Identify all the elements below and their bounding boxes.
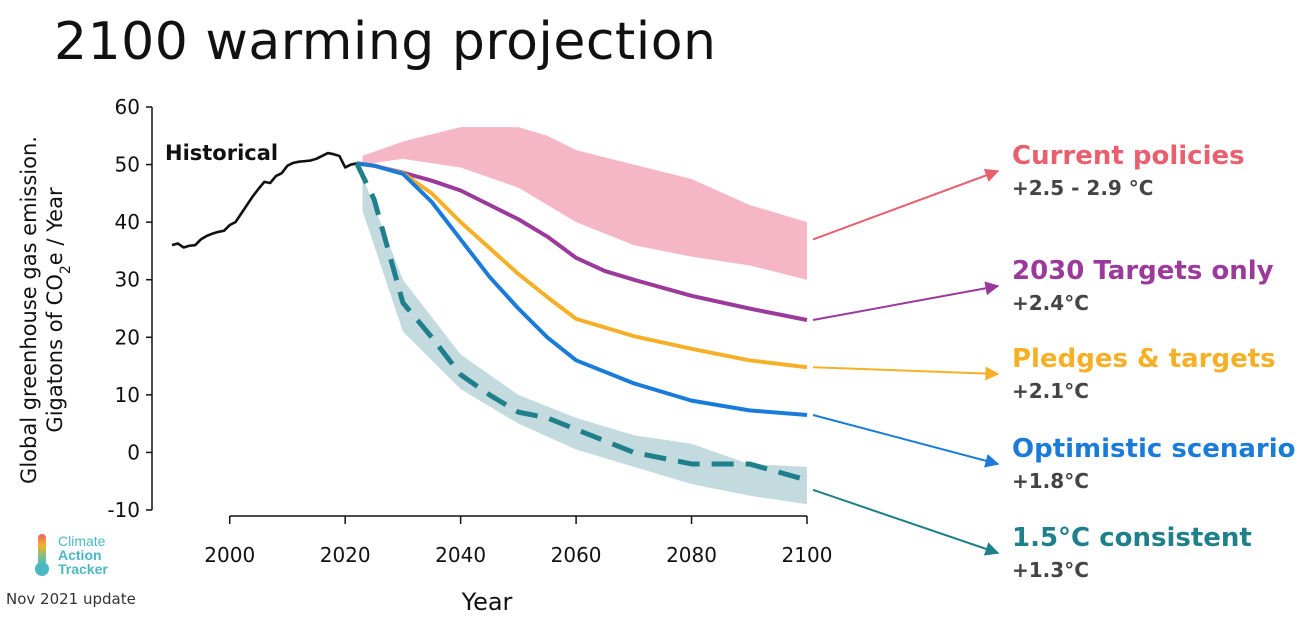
annotation-arrow [812, 366, 1000, 381]
x-axis-label: Year [461, 588, 513, 616]
annotation-label-pledges-targets: Pledges & targets [1012, 344, 1276, 374]
series-historical [171, 151, 357, 249]
annotation-label-current-policies: Current policies [1012, 141, 1245, 171]
x-tick-label: 2040 [435, 543, 486, 567]
logo-line: Action [58, 547, 102, 563]
y-axis-label-part: Gigatons of CO [43, 274, 67, 432]
annotation-value: +1.3°C [1012, 558, 1089, 582]
annotation-value: +2.4°C [1012, 291, 1089, 315]
annotation-arrow [812, 168, 1000, 241]
y-tick-label: 10 [115, 383, 140, 407]
y-axis-label: Global greenhouse gas emission. Gigatons … [17, 136, 74, 484]
annotation-arrow [812, 488, 1000, 556]
logo-text: Climate Action Tracker [58, 534, 108, 576]
y-tick-label: 20 [115, 325, 140, 349]
annotation-arrow [812, 414, 1000, 468]
y-axis-label-part: e / Year [43, 187, 67, 265]
annotation-arrow [812, 281, 1000, 321]
series-optimistic-scenario [356, 161, 808, 418]
annotation-value: +2.5 - 2.9 °C [1012, 176, 1153, 200]
y-axis-label-line1: Global greenhouse gas emission. [17, 136, 41, 484]
historical-label: Historical [165, 141, 278, 165]
x-tick-label: 2060 [551, 543, 602, 567]
y-tick-label: 50 [115, 153, 140, 177]
y-tick-label: 40 [115, 210, 140, 234]
y-tick-label: 60 [115, 95, 140, 119]
logo-line: Tracker [58, 561, 108, 577]
y-axis-label-subscript: 2 [58, 265, 74, 274]
y-tick-label: -10 [107, 498, 140, 522]
y-tick-label: 30 [115, 268, 140, 292]
climate-action-tracker-logo: Climate Action Tracker [34, 532, 108, 578]
update-note: Nov 2021 update [6, 590, 136, 608]
y-axis-label-line2: Gigatons of CO2e / Year [43, 187, 74, 433]
x-tick-label: 2080 [666, 543, 717, 567]
annotation-label-optimistic-scenario: Optimistic scenario [1012, 434, 1296, 464]
y-tick-label: 0 [127, 440, 140, 464]
page-title: 2100 warming projection [54, 12, 717, 72]
annotation-value: +2.1°C [1012, 379, 1089, 403]
annotation-value: +1.8°C [1012, 469, 1089, 493]
series-1-5-c-consistent [354, 162, 808, 483]
series-2030-targets-only [356, 161, 808, 322]
x-tick-label: 2100 [782, 543, 833, 567]
annotation-label-1-5-c-consistent: 1.5°C consistent [1012, 523, 1252, 553]
x-tick-label: 2020 [320, 543, 371, 567]
x-tick-label: 2000 [204, 543, 255, 567]
thermometer-icon [35, 534, 49, 576]
logo-line: Climate [58, 533, 106, 549]
annotation-label-2030-targets-only: 2030 Targets only [1012, 256, 1274, 286]
band-1-5-c-consistent [362, 176, 807, 505]
band-current-policies [362, 127, 807, 280]
